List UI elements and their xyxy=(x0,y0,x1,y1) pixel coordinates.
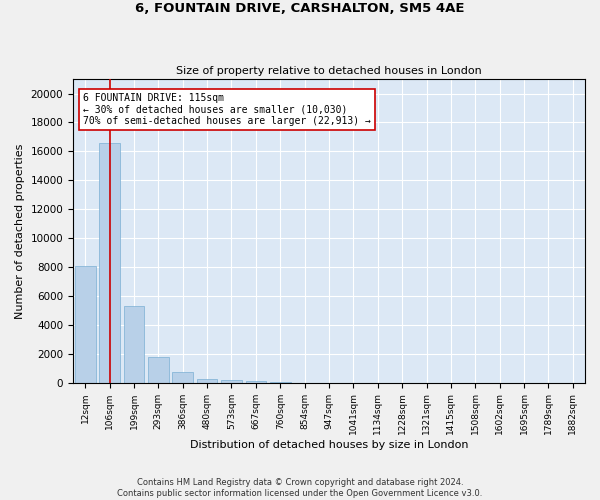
Text: Contains HM Land Registry data © Crown copyright and database right 2024.
Contai: Contains HM Land Registry data © Crown c… xyxy=(118,478,482,498)
Bar xyxy=(245,381,266,382)
Bar xyxy=(221,380,242,382)
Bar xyxy=(148,356,169,382)
Text: 6 FOUNTAIN DRIVE: 115sqm
← 30% of detached houses are smaller (10,030)
70% of se: 6 FOUNTAIN DRIVE: 115sqm ← 30% of detach… xyxy=(83,92,371,126)
Bar xyxy=(124,306,145,382)
Title: Size of property relative to detached houses in London: Size of property relative to detached ho… xyxy=(176,66,482,76)
Bar xyxy=(75,266,95,382)
Text: 6, FOUNTAIN DRIVE, CARSHALTON, SM5 4AE: 6, FOUNTAIN DRIVE, CARSHALTON, SM5 4AE xyxy=(135,2,465,16)
Bar xyxy=(99,142,120,382)
Y-axis label: Number of detached properties: Number of detached properties xyxy=(15,143,25,318)
Bar xyxy=(172,372,193,382)
Bar xyxy=(197,378,217,382)
X-axis label: Distribution of detached houses by size in London: Distribution of detached houses by size … xyxy=(190,440,468,450)
